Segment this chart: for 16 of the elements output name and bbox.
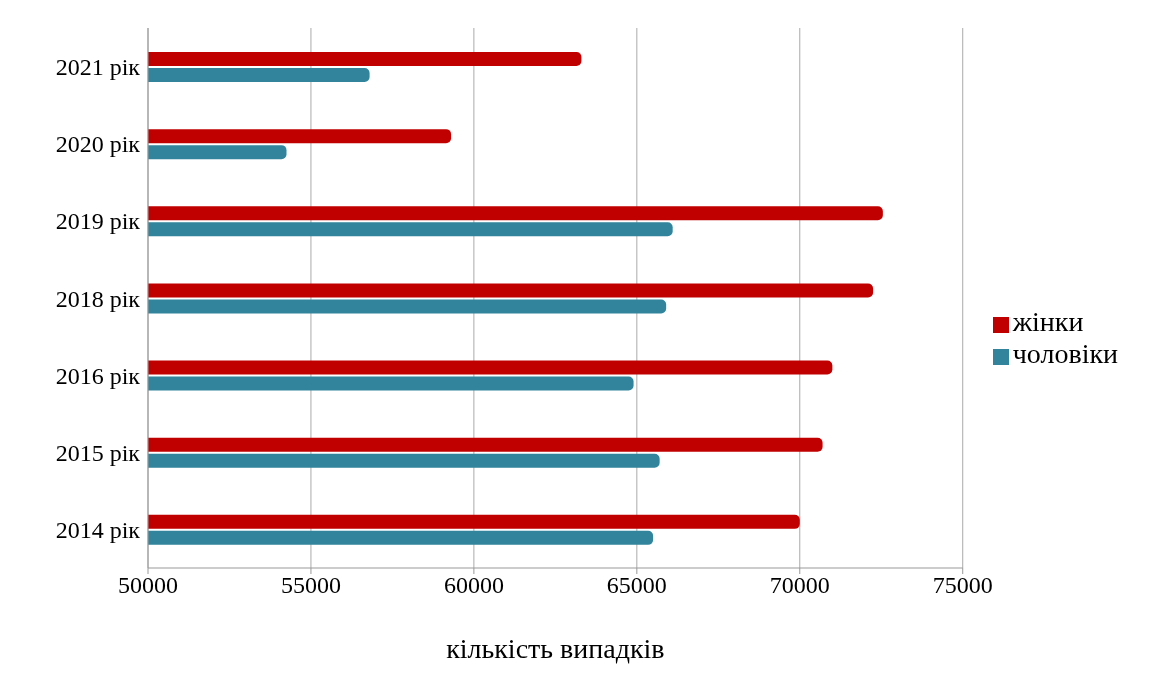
y-tick-label: 2018 рік — [55, 285, 141, 312]
y-tick-label: 2014 рік — [55, 516, 141, 543]
y-tick-label: 2016 рік — [55, 362, 141, 389]
x-tick-label: 60000 — [443, 572, 504, 599]
x-tick-label: 50000 — [118, 572, 178, 599]
x-tick-label: 75000 — [932, 572, 993, 599]
y-tick-label: 2021 рік — [55, 54, 141, 81]
legend-label: жінки — [1012, 306, 1084, 337]
x-tick-label: 65000 — [606, 572, 667, 599]
x-axis-title: кількість випадків — [446, 633, 665, 664]
x-tick-label: 70000 — [769, 572, 830, 599]
y-tick-label: 2020 рік — [55, 131, 141, 158]
x-tick-label: 55000 — [280, 572, 341, 599]
y-tick-label: 2015 рік — [55, 439, 141, 466]
legend-label: чоловіки — [1012, 338, 1118, 369]
y-tick-label: 2019 рік — [55, 208, 141, 235]
